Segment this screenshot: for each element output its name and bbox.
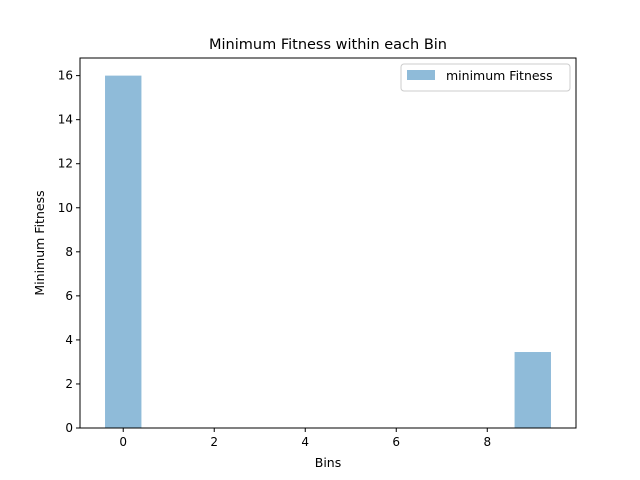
y-tick-label: 16 xyxy=(58,69,73,83)
y-tick-label: 12 xyxy=(58,157,73,171)
plot-area: 0 2 4 6 8 0 2 4 6 8 10 12 14 16 xyxy=(58,57,577,449)
legend-label: minimum Fitness xyxy=(446,68,553,83)
y-axis-ticks: 0 2 4 6 8 10 12 14 16 xyxy=(58,69,80,435)
x-tick-label: 2 xyxy=(210,435,218,449)
legend-swatch xyxy=(407,70,435,80)
axes-frame xyxy=(79,57,577,429)
y-tick-label: 10 xyxy=(58,201,73,215)
x-axis-ticks: 0 2 4 6 8 xyxy=(119,428,491,449)
legend: minimum Fitness xyxy=(400,63,571,92)
chart-title: Minimum Fitness within each Bin xyxy=(209,37,447,53)
x-tick-label: 0 xyxy=(119,435,127,449)
y-tick-label: 4 xyxy=(65,333,73,347)
x-axis-label: Bins xyxy=(315,455,341,470)
y-tick-label: 0 xyxy=(65,421,73,435)
y-tick-label: 8 xyxy=(65,245,73,259)
bar-9 xyxy=(514,352,551,428)
y-tick-label: 2 xyxy=(65,377,73,391)
bars xyxy=(105,75,551,429)
x-tick-label: 8 xyxy=(483,435,491,449)
legend-frame xyxy=(400,63,571,92)
y-tick-label: 14 xyxy=(58,113,73,127)
x-tick-label: 6 xyxy=(392,435,400,449)
x-tick-label: 4 xyxy=(301,435,309,449)
y-tick-label: 6 xyxy=(65,289,73,303)
y-axis-label: Minimum Fitness xyxy=(32,190,47,295)
bar-0 xyxy=(105,75,142,429)
